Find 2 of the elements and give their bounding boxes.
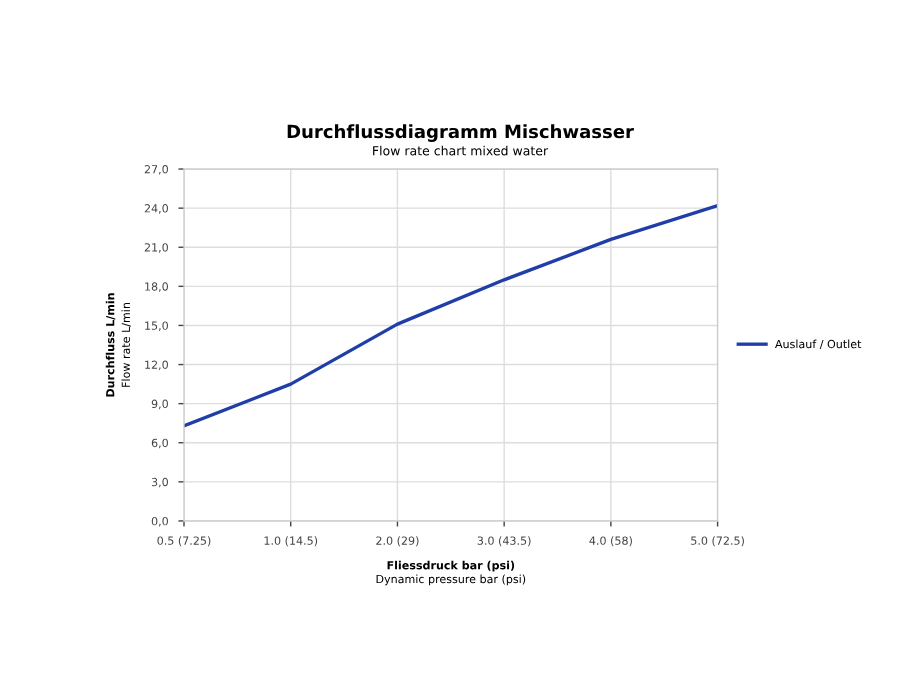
line-series [184,203,718,428]
chart-title: Durchflussdiagramm Mischwasser [287,124,634,142]
